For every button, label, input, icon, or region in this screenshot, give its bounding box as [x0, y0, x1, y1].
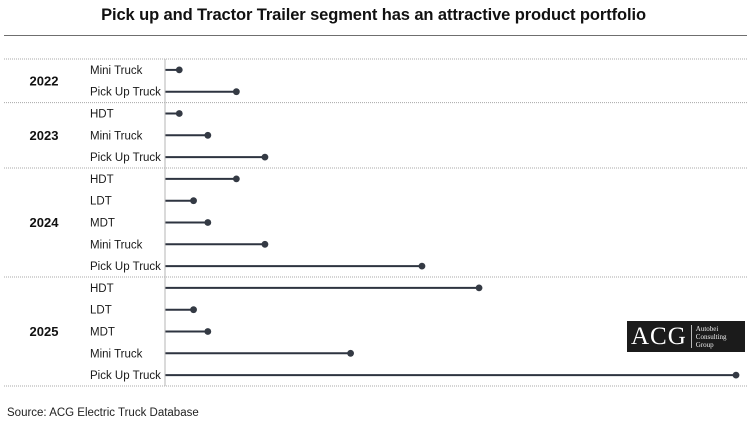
category-label: MDT: [90, 218, 115, 230]
category-label: LDT: [90, 305, 112, 317]
lollipop-dot: [232, 175, 240, 183]
lollipop-dot: [204, 219, 212, 226]
lollipop-dot: [175, 110, 183, 117]
acg-logo: ACG Autobei Consulting Group: [627, 321, 745, 352]
lollipop-dot: [732, 371, 740, 379]
chart-title: Pick up and Tractor Trailer segment has …: [101, 6, 646, 24]
lollipop-dot: [190, 306, 197, 314]
category-label: Pick Up Truck: [90, 87, 161, 99]
lollipop-dot: [475, 284, 483, 292]
category-label: Pick Up Truck: [90, 152, 161, 164]
category-label: Mini Truck: [90, 348, 143, 360]
year-label: 2022: [30, 73, 59, 88]
category-label: Mini Truck: [90, 130, 143, 142]
lollipop-dot: [418, 262, 426, 270]
source-note: Source: ACG Electric Truck Database: [7, 407, 199, 419]
logo-line-2: Consulting: [695, 332, 727, 341]
title-rule: [4, 35, 747, 36]
lollipop-dot: [347, 349, 354, 357]
logo-line-3: Group: [695, 340, 714, 349]
year-label: 2023: [30, 128, 59, 143]
lollipop-dot: [204, 131, 212, 139]
lollipop-dot: [261, 240, 269, 248]
category-label: Mini Truck: [90, 65, 143, 77]
category-label: MDT: [90, 327, 115, 339]
lollipop-dot: [190, 197, 197, 205]
category-label: Pick Up Truck: [90, 261, 161, 273]
category-label: Pick Up Truck: [90, 370, 161, 382]
logo-subtitle: Autobei Consulting Group: [696, 325, 727, 349]
logo-divider: [690, 325, 692, 348]
lollipop-dot: [204, 328, 212, 335]
lollipop-chart: Mini Truck Pick Up Truck 2022 HDT Mini Truck…: [4, 58, 747, 387]
category-label: HDT: [90, 109, 114, 121]
lollipop-dot: [175, 66, 183, 74]
lollipop-dot: [232, 88, 240, 96]
category-label: HDT: [90, 174, 114, 186]
logo-line-1: Autobei: [695, 324, 719, 333]
logo-mark: ACG: [631, 323, 687, 350]
year-label: 2024: [30, 215, 60, 230]
year-label: 2025: [30, 324, 59, 339]
category-label: Mini Truck: [90, 239, 143, 251]
lollipop-dot: [261, 153, 269, 161]
category-label: LDT: [90, 196, 112, 208]
category-label: HDT: [90, 283, 114, 295]
